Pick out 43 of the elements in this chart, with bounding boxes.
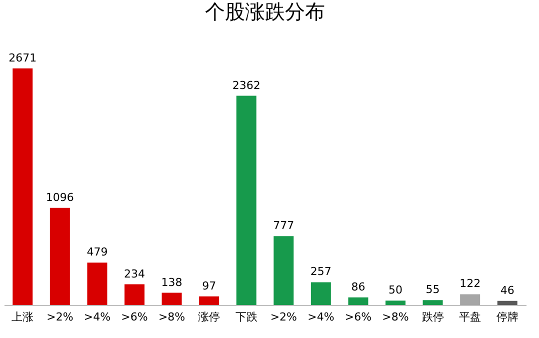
- bar: [274, 236, 294, 305]
- bar: [310, 282, 331, 305]
- x-tick-label: 平盘: [459, 310, 482, 324]
- bar: [124, 284, 144, 305]
- bar: [497, 300, 518, 305]
- data-label: 122: [460, 277, 481, 290]
- data-label: 86: [351, 280, 366, 294]
- x-tick-label: 跌停: [422, 310, 444, 324]
- x-tick-label: >2%: [46, 310, 74, 324]
- data-label: 479: [86, 246, 108, 259]
- bar: [199, 296, 220, 305]
- data-label: 2671: [8, 51, 37, 64]
- bar: [162, 292, 182, 305]
- x-tick-label: >2%: [270, 310, 297, 324]
- data-label: 1096: [46, 190, 74, 204]
- data-label: 777: [273, 219, 294, 232]
- bar: [12, 68, 33, 305]
- x-tick-label: >8%: [382, 310, 409, 324]
- x-tick-label: 下跌: [235, 310, 258, 324]
- data-label: 138: [161, 276, 182, 289]
- x-tick-label: >6%: [121, 310, 148, 324]
- data-label: 234: [124, 267, 145, 280]
- data-label: 2362: [232, 78, 260, 92]
- bar: [386, 300, 406, 305]
- bar: [236, 96, 256, 305]
- bar: [348, 297, 368, 305]
- chart-title: 个股涨跌分布: [205, 0, 325, 24]
- data-label: 55: [426, 283, 440, 296]
- x-tick-label: 涨停: [198, 310, 220, 324]
- data-label: 257: [310, 265, 332, 278]
- bar: [87, 262, 108, 305]
- data-label: 46: [500, 284, 514, 297]
- bar: [50, 208, 70, 305]
- x-tick-label: >8%: [158, 310, 186, 324]
- bar: [422, 300, 443, 305]
- x-tick-label: 停牌: [496, 310, 518, 324]
- data-label: 50: [388, 284, 402, 297]
- x-tick-label: 上涨: [12, 310, 34, 324]
- x-tick-label: >4%: [308, 310, 334, 324]
- x-tick-label: >6%: [344, 310, 372, 324]
- bar: [460, 294, 480, 305]
- x-tick-label: >4%: [84, 310, 111, 324]
- data-label: 97: [202, 279, 216, 292]
